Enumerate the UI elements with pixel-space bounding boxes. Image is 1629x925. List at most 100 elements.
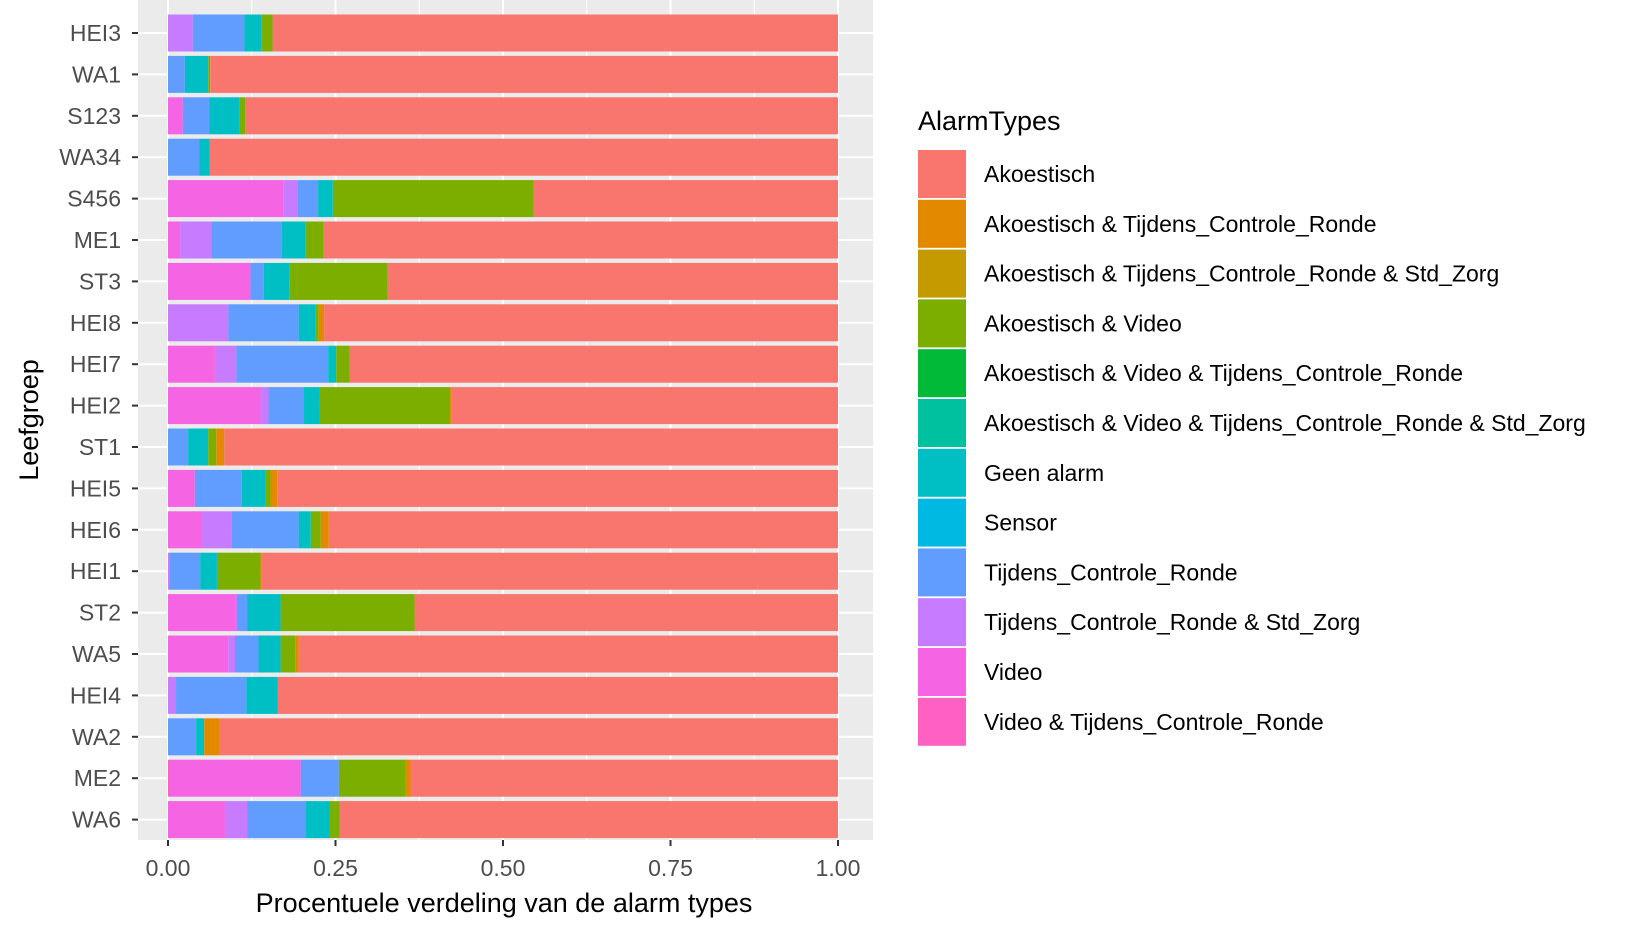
legend-label: Video & Tijdens_Controle_Ronde xyxy=(984,709,1324,735)
bar-segment xyxy=(168,97,183,135)
bar-segment xyxy=(228,635,235,673)
bar-segment xyxy=(239,97,246,135)
bar-segment xyxy=(236,345,329,383)
bar-segment xyxy=(210,55,838,93)
bar-segment xyxy=(270,469,278,507)
bars xyxy=(168,14,839,839)
bar-segment xyxy=(168,55,185,93)
bar-segment xyxy=(184,55,209,93)
legend-label: Akoestisch & Video & Tijdens_Controle_Ro… xyxy=(984,360,1463,386)
bar-segment xyxy=(533,180,838,218)
bar-segment xyxy=(289,262,388,300)
bar-segment xyxy=(194,469,242,507)
bar-segment xyxy=(328,511,838,549)
bar-segment xyxy=(281,221,306,259)
bar-segment xyxy=(209,138,839,176)
legend-key xyxy=(918,498,966,547)
legend-label: Geen alarm xyxy=(984,460,1104,486)
bar-segment xyxy=(199,138,210,176)
bar-segment xyxy=(332,180,534,218)
bar-segment xyxy=(216,428,225,466)
bar-segment xyxy=(244,14,262,52)
bar-segment xyxy=(305,221,324,259)
bar-segment xyxy=(310,511,321,549)
bar-segment xyxy=(235,635,259,673)
bar-segment xyxy=(265,469,271,507)
bar-segment xyxy=(272,14,838,52)
bar-segment xyxy=(277,676,838,714)
bar-segment xyxy=(261,552,838,590)
bar-segment xyxy=(324,304,838,342)
bar-segment xyxy=(209,97,240,135)
bar-segment xyxy=(168,221,181,259)
bar-segment xyxy=(192,14,245,52)
bar-segment xyxy=(245,97,839,135)
bar-segment xyxy=(170,552,201,590)
bar-segment xyxy=(304,387,320,425)
legend-key xyxy=(918,249,966,298)
legend-label: Akoestisch & Video & Tijdens_Controle_Ro… xyxy=(984,410,1586,436)
bar-segment xyxy=(306,801,330,839)
bar-segment xyxy=(258,635,281,673)
y-tick-label: WA1 xyxy=(72,61,121,87)
legend-label: Akoestisch & Tijdens_Controle_Ronde xyxy=(984,211,1377,237)
bar-segment xyxy=(414,594,838,632)
bar-segment xyxy=(176,676,247,714)
bar-segment xyxy=(211,221,282,259)
bar-segment xyxy=(260,387,269,425)
y-tick-label: HEI6 xyxy=(70,517,121,543)
bar-segment xyxy=(280,594,415,632)
bar-segment xyxy=(168,138,200,176)
bar-segment xyxy=(231,511,299,549)
y-tick-label: HEI7 xyxy=(70,351,121,377)
bar-segment xyxy=(246,676,278,714)
bar-segment xyxy=(168,180,284,218)
bar-segment xyxy=(250,262,264,300)
bar-segment xyxy=(336,345,350,383)
bar-segment xyxy=(235,594,238,632)
bar-segment xyxy=(298,635,838,673)
y-tick-label: ME1 xyxy=(74,227,121,253)
bar-segment xyxy=(216,552,261,590)
x-tick-label: 1.00 xyxy=(816,855,861,881)
x-tick-label: 0.00 xyxy=(146,855,191,881)
legend-key xyxy=(918,349,966,398)
bar-segment xyxy=(247,801,307,839)
bar-segment xyxy=(261,14,273,52)
legend-label: Akoestisch & Tijdens_Controle_Ronde & St… xyxy=(984,261,1499,287)
bar-segment xyxy=(280,635,296,673)
legend-label: Akoestisch & Video xyxy=(984,310,1182,336)
bar-segment xyxy=(168,262,251,300)
y-tick-label: HEI5 xyxy=(70,475,121,501)
legend-key xyxy=(918,648,966,696)
bar-segment xyxy=(298,304,316,342)
bar-segment xyxy=(387,262,838,300)
bar-segment xyxy=(168,718,197,756)
legend-items: Akoestisch Akoestisch & Tijdens_Controle_… xyxy=(918,150,1586,746)
y-tick-label: WA2 xyxy=(72,724,121,750)
y-tick-label: HEI8 xyxy=(70,310,121,336)
legend-title: AlarmTypes xyxy=(918,106,1061,136)
y-tick-label: HEI1 xyxy=(70,558,121,584)
x-axis: 0.00 0.25 0.50 0.75 1.00 xyxy=(146,840,861,881)
bar-segment xyxy=(318,304,325,342)
y-tick-label: S123 xyxy=(67,103,121,129)
legend-key xyxy=(918,150,966,198)
legend: AlarmTypes Akoestisch Akoestisch & Tijden… xyxy=(918,106,1586,746)
bar-segment xyxy=(180,221,212,259)
bar-segment xyxy=(188,428,209,466)
legend-label: Tijdens_Controle_Ronde xyxy=(984,559,1238,585)
bar-segment xyxy=(450,387,452,425)
y-axis: HEI3 WA1 S123 WA34 S456 ME1 ST3 HEI8 HEI7 HEI2 ST1… xyxy=(59,20,138,833)
x-axis-title: Procentuele verdeling van de alarm types xyxy=(256,888,753,918)
bar-segment xyxy=(451,387,838,425)
bar-segment xyxy=(182,97,210,135)
bar-segment xyxy=(300,759,339,797)
bar-segment xyxy=(338,759,406,797)
bar-segment xyxy=(295,635,299,673)
x-tick-label: 0.50 xyxy=(481,855,526,881)
bar-segment xyxy=(168,14,193,52)
bar-segment xyxy=(410,759,838,797)
